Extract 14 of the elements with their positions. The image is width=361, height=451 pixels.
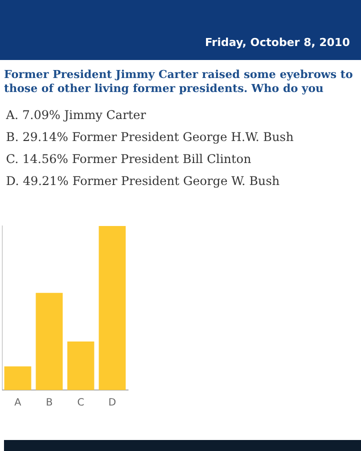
text: Friday, October 8, 2010 <box>205 36 350 49</box>
x-tick-label: C <box>77 398 84 409</box>
text: C. 14.56% Former President Bill Clinton <box>6 152 252 168</box>
text: Former President Jimmy Carter raised some eyebrows to those of other living former presidents. Who do you <box>4 68 354 96</box>
text: B. 29.14% Former President George H.W. Bush <box>6 130 295 146</box>
bar <box>4 366 32 390</box>
bar <box>36 292 63 390</box>
text: D. 49.21% Former President George W. Bush <box>6 174 281 190</box>
bar <box>67 341 94 390</box>
bar <box>98 226 126 390</box>
x-tick-label: B <box>46 398 53 409</box>
x-tick-label: D <box>108 398 116 409</box>
text: A. 7.09% Jimmy Carter <box>6 108 147 124</box>
x-tick-label: A <box>14 398 22 409</box>
